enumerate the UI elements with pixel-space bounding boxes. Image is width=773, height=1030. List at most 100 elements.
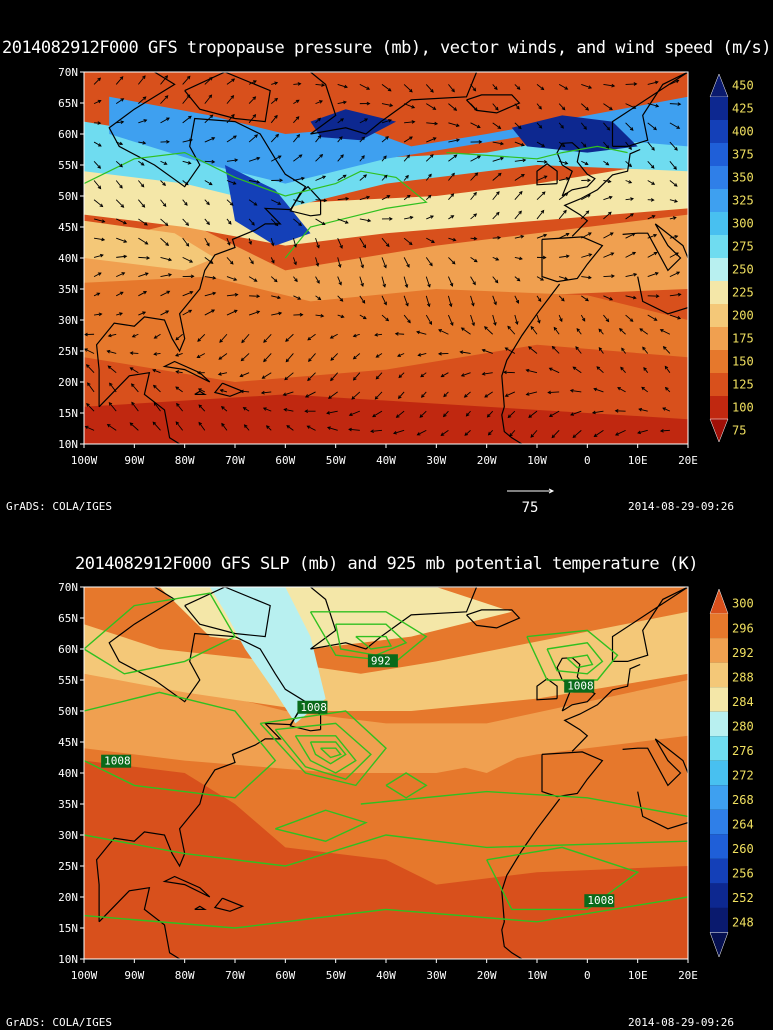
wind-vector	[116, 121, 124, 124]
wind-vector-head	[471, 302, 475, 307]
wind-vector	[403, 84, 413, 93]
wind-vector	[182, 139, 193, 143]
wind-vector-head	[363, 174, 368, 178]
wind-vector-head	[187, 161, 192, 165]
wind-vector-head	[165, 242, 170, 247]
colorbar-swatch	[710, 662, 728, 688]
wind-vector-head	[206, 242, 210, 247]
wind-vector	[108, 333, 117, 337]
wind-vector	[603, 180, 611, 183]
wind-vector-head	[593, 433, 598, 438]
lon-tick-label: 10E	[628, 969, 648, 982]
wind-vector-head	[587, 232, 592, 236]
wind-vector-head	[99, 203, 104, 208]
wind-vector-head	[307, 377, 311, 382]
wind-vector-head	[343, 100, 347, 105]
wind-vector-head	[97, 143, 102, 147]
wind-vector-head	[426, 303, 431, 308]
wind-vector	[160, 180, 166, 186]
wind-vector	[536, 141, 545, 147]
wind-vector	[263, 407, 272, 412]
wind-vector	[421, 391, 427, 398]
wind-vector	[198, 422, 206, 431]
wind-vector-head	[206, 221, 210, 226]
wind-vector	[536, 103, 542, 110]
wind-vector-head	[676, 125, 681, 129]
wind-vector	[393, 429, 405, 434]
wind-vector	[470, 172, 478, 181]
wind-vector-head	[208, 94, 213, 99]
wind-vector	[558, 122, 564, 129]
wind-vector-head	[561, 106, 566, 111]
wind-vector-head	[495, 257, 500, 261]
wind-vector-head	[497, 235, 502, 240]
wind-vector-head	[538, 105, 542, 110]
wind-vector-head	[319, 153, 324, 158]
wind-vector-head	[500, 156, 505, 161]
wind-vector	[138, 311, 146, 316]
wind-vector-head	[476, 124, 481, 129]
wind-vector	[226, 78, 235, 85]
wind-vector-head	[614, 409, 619, 413]
wind-vector-head	[263, 339, 267, 343]
wind-vector-head	[256, 294, 261, 299]
isobar	[274, 722, 372, 780]
wind-vector	[397, 353, 405, 357]
wind-vector	[315, 257, 319, 267]
wind-vector-head	[473, 213, 478, 217]
wind-vector-head	[561, 143, 566, 148]
colorbar-label: 350	[732, 171, 754, 185]
wind-vector-head	[188, 309, 193, 314]
wind-vector-head	[231, 78, 236, 82]
footer-right-1: 2014-08-29-09:26	[628, 500, 734, 513]
wind-vector	[315, 276, 320, 284]
wind-vector	[132, 333, 139, 338]
wind-vector	[116, 218, 127, 225]
coastline	[637, 791, 688, 830]
wind-vector	[226, 199, 234, 206]
wind-vector	[581, 83, 592, 89]
wind-vector-head	[564, 192, 569, 197]
wind-vector	[549, 410, 560, 417]
wind-vector	[93, 180, 101, 189]
wind-vector-head	[97, 185, 102, 190]
wind-vector	[381, 276, 386, 288]
wind-vector-head	[198, 421, 202, 426]
wind-vector	[416, 331, 427, 335]
wind-vector-head	[348, 412, 353, 417]
wind-vector-head	[653, 233, 658, 238]
wind-vector-head	[641, 386, 645, 391]
wind-vector-head	[339, 298, 344, 302]
lat-tick-label: 45N	[58, 736, 78, 749]
wind-vector	[93, 254, 104, 258]
wind-vector	[353, 333, 360, 337]
wind-vector-head	[430, 89, 434, 93]
lon-tick-label: 10W	[527, 969, 547, 982]
wind-vector	[226, 114, 235, 124]
wind-vector	[470, 155, 481, 162]
wind-vector	[218, 353, 228, 360]
wind-vector	[221, 423, 228, 431]
wind-vector-head	[629, 127, 634, 131]
wind-vector	[87, 382, 95, 393]
wind-vector-head	[481, 372, 486, 376]
wind-vector-head	[383, 301, 387, 306]
wind-vector-head	[606, 126, 611, 131]
wind-vector	[625, 213, 634, 220]
wind-vector	[403, 175, 409, 181]
wind-vector-head	[632, 105, 637, 109]
lon-tick-label: 90W	[124, 454, 144, 467]
wind-vector	[536, 122, 542, 129]
wind-vector	[572, 430, 582, 438]
wind-vector-head	[233, 277, 238, 281]
wind-vector	[470, 276, 476, 285]
wind-vector	[271, 295, 281, 299]
wind-vector-head	[168, 257, 173, 262]
wind-vector-head	[588, 275, 592, 280]
wind-vector-head	[528, 414, 532, 418]
wind-vector	[425, 295, 430, 307]
wind-vector-head	[97, 272, 102, 276]
wind-vector	[152, 369, 161, 374]
wind-vector-head	[440, 373, 445, 378]
wind-vector	[598, 328, 604, 335]
